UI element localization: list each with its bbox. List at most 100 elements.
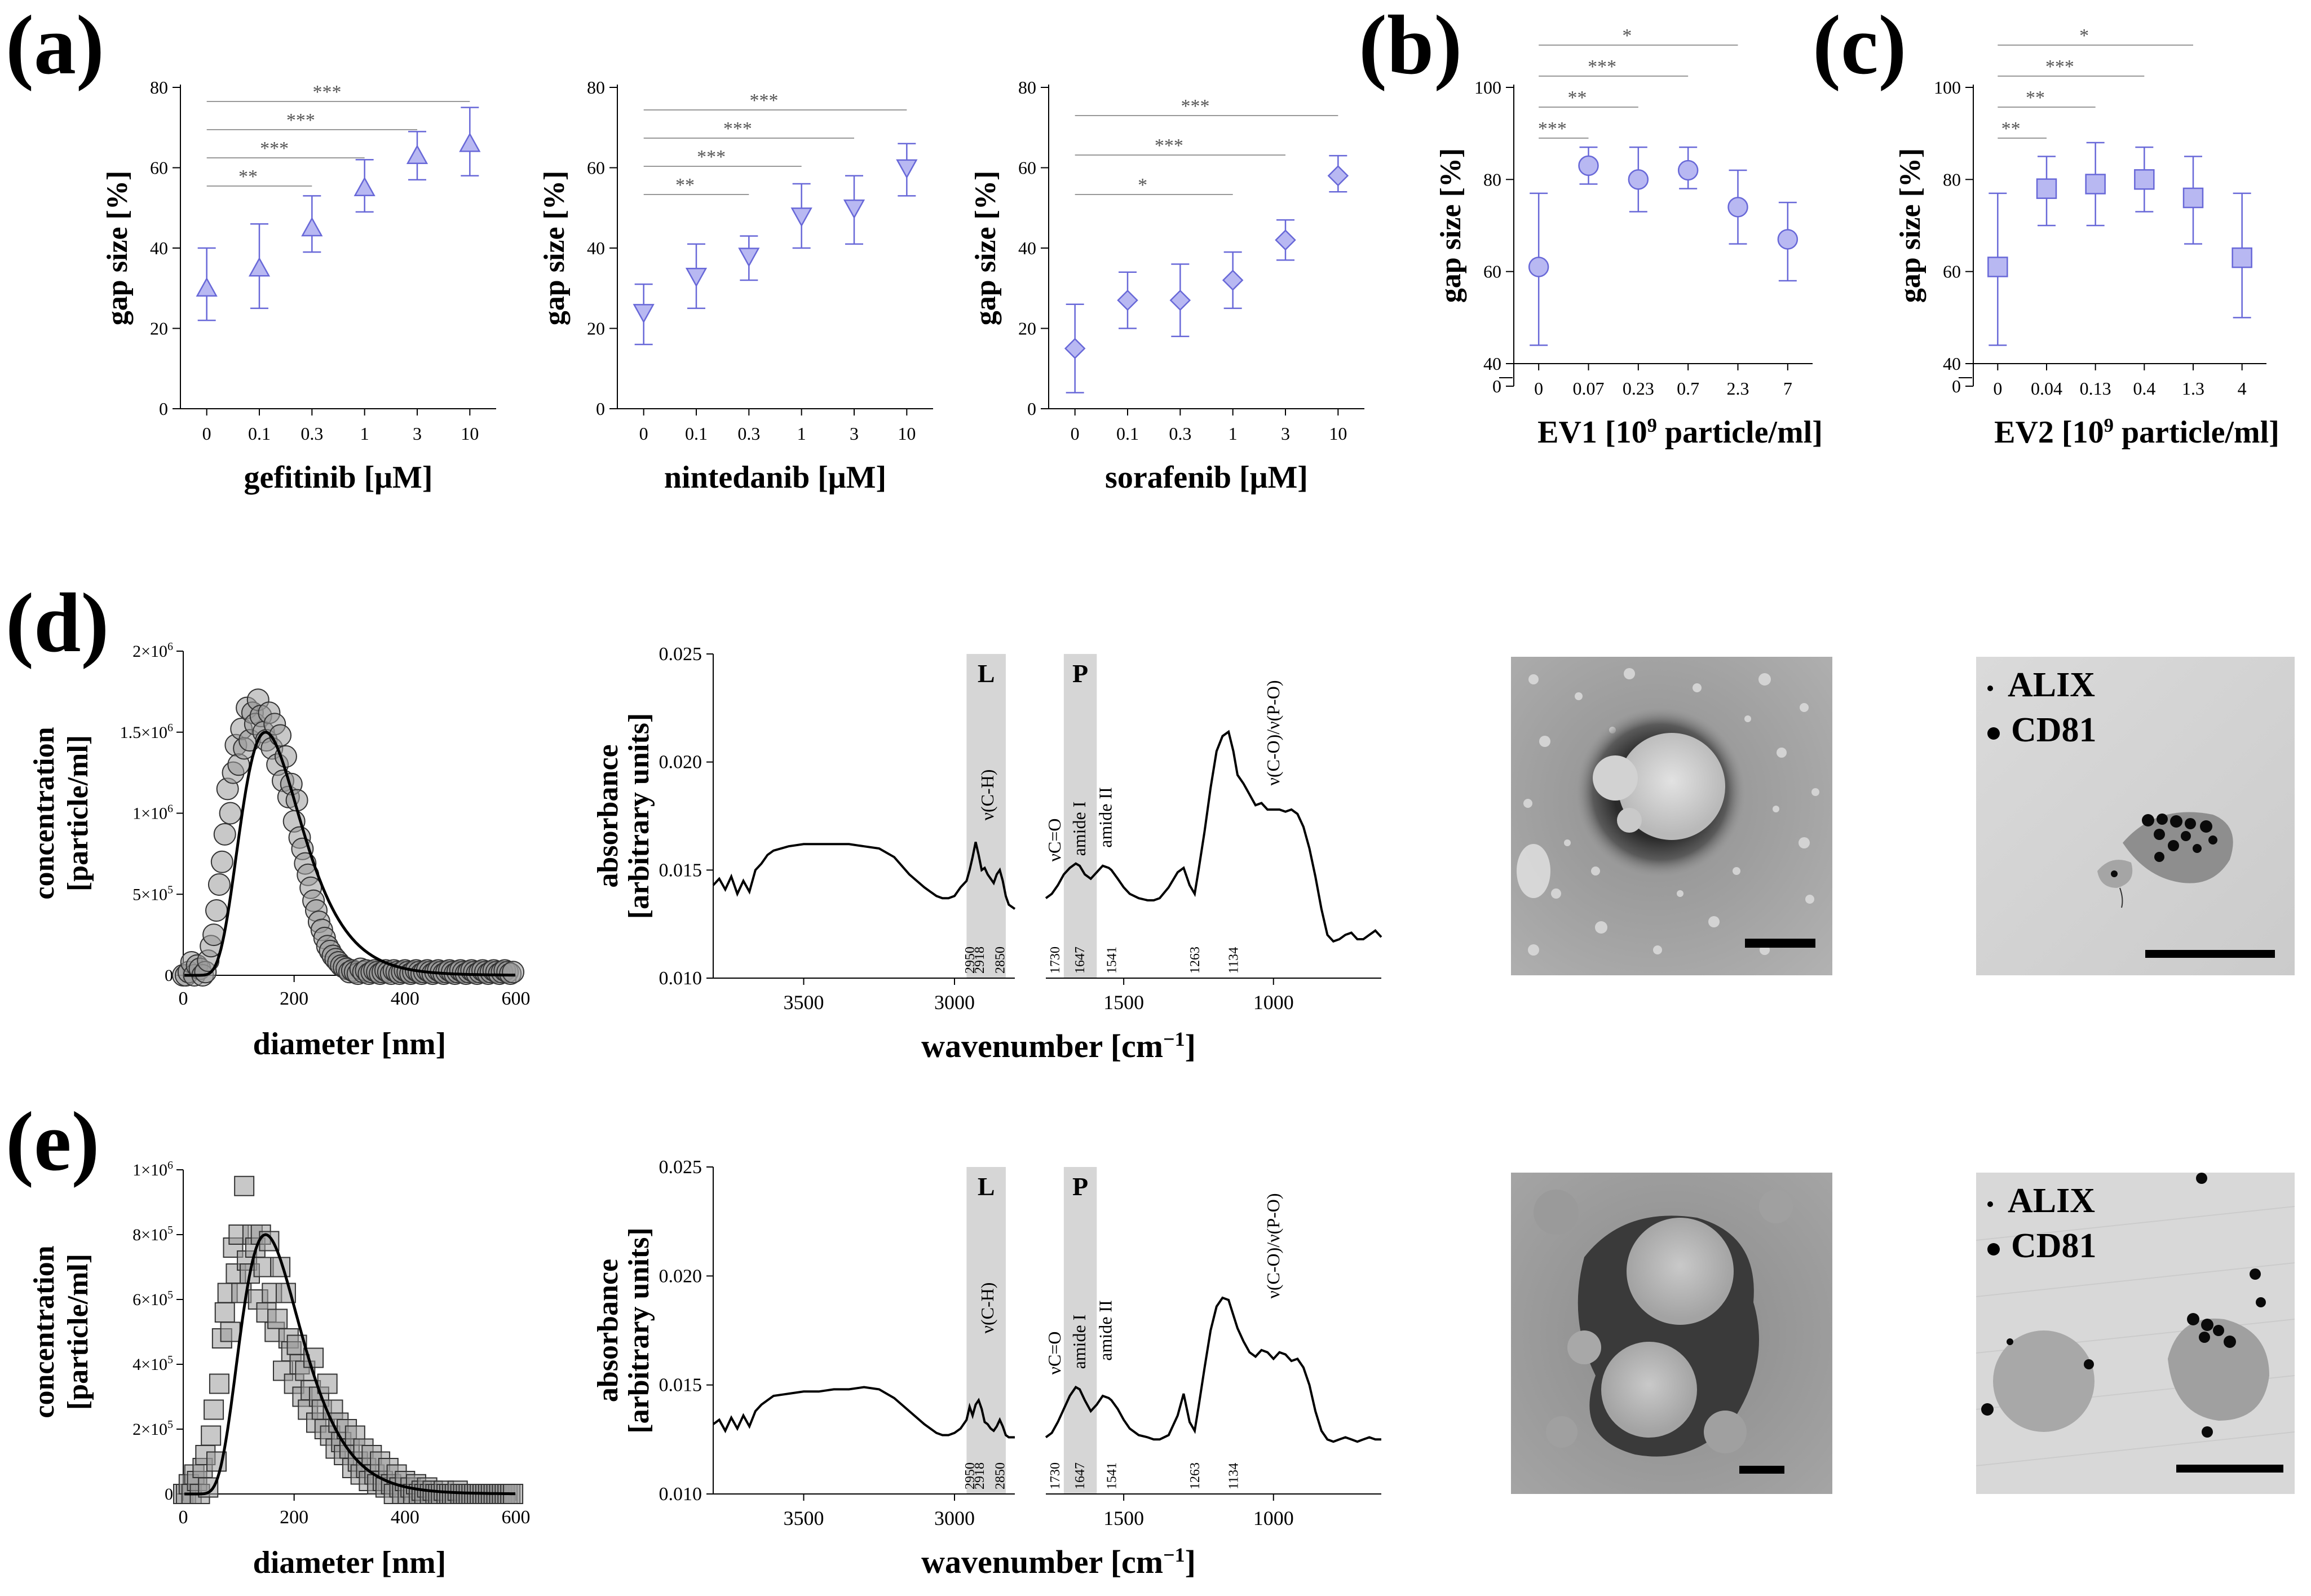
d_ftir-peak-label: 1263 xyxy=(1188,947,1203,974)
a2-x-tick-label: 0.3 xyxy=(737,423,760,444)
immunogold-image-e: ALIX CD81 xyxy=(1976,1173,2295,1494)
e_size-fit-curve xyxy=(184,1233,515,1496)
tem-image-e xyxy=(1511,1173,1832,1494)
panel-label-e: (e) xyxy=(6,1095,99,1188)
a2-significance-label: ** xyxy=(675,175,695,196)
c-y-tick-label: 60 xyxy=(1943,262,1961,282)
b-x-tick-label: 0.23 xyxy=(1623,378,1654,399)
d_ftir-peak-label: 2850 xyxy=(993,947,1008,974)
b-x-tick-label: 0.7 xyxy=(1677,378,1699,399)
d_size-y-tick-label: 1.5×106 xyxy=(120,722,173,742)
e_size-data-point xyxy=(204,1399,224,1420)
c-significance-label: ** xyxy=(2001,118,2021,139)
b-y-tick-label: 60 xyxy=(1483,262,1501,282)
d_ftir-peak-label: 2918 xyxy=(973,947,987,974)
e_ftir-y-tick-label: 0.010 xyxy=(659,1484,702,1505)
c-significance-label: ** xyxy=(2026,87,2045,108)
b-x-tick-label: 2.3 xyxy=(1727,378,1749,399)
a1-data-point xyxy=(196,277,218,297)
a2-significance-label: *** xyxy=(750,90,779,111)
e_ftir-y-tick-label: 0.015 xyxy=(659,1375,702,1396)
a3-y-tick-label: 40 xyxy=(1018,238,1036,258)
b-significance-label: ** xyxy=(1568,87,1587,108)
a1-x-tick-label: 10 xyxy=(461,423,479,444)
d_ftir-x-tick-label: 1000 xyxy=(1253,991,1294,1014)
c-data-point xyxy=(2232,247,2252,268)
d_size-data-point xyxy=(213,823,236,846)
a2-y-tick-label: 20 xyxy=(587,319,605,339)
c-significance-label: *** xyxy=(2045,56,2074,77)
a3-y-tick-label: 60 xyxy=(1018,158,1036,178)
cd81-dot-icon xyxy=(1987,1243,2000,1255)
a1-x-tick-label: 0.1 xyxy=(248,423,271,444)
d_ftir-annotation-co: νC=O xyxy=(1044,819,1064,862)
a3-significance-label: *** xyxy=(1155,135,1183,156)
e_ftir-peak-label: 1647 xyxy=(1073,1462,1088,1489)
b-data-point xyxy=(1677,160,1699,181)
e_ftir-x-tick-label: 1000 xyxy=(1253,1507,1294,1529)
c-x-tick-label: 0.04 xyxy=(2031,378,2062,399)
a2-x-tick-label: 0 xyxy=(639,423,648,444)
c-y-label: gap size [%] xyxy=(1894,148,1926,303)
d_ftir-annotation-ch: ν(C-H) xyxy=(977,770,997,821)
b-significance-label: *** xyxy=(1538,118,1567,139)
a2-data-point xyxy=(896,159,918,179)
alix-dot-icon xyxy=(1987,1201,1993,1207)
a3-significance-label: *** xyxy=(1181,96,1210,117)
e_ftir-y-label: absorbance xyxy=(592,1259,624,1402)
e_ftir-x-tick-label: 3500 xyxy=(784,1507,824,1529)
d_size-y-tick-label: 5×105 xyxy=(132,883,173,904)
a1-significance-label: *** xyxy=(286,110,315,131)
e_size-y-tick-label: 0 xyxy=(165,1485,173,1504)
d_size-data-point xyxy=(219,802,242,825)
e_ftir-annotation-co: νC=O xyxy=(1044,1332,1064,1375)
e_ftir-peak-label: 2850 xyxy=(993,1462,1008,1489)
e_ftir-spectrum-ch xyxy=(712,1386,1015,1439)
c-y-tick-label: 100 xyxy=(1934,77,1961,98)
d_ftir-annotation-cop: ν(C-O)/ν(P-O) xyxy=(1263,680,1283,785)
b-data-point xyxy=(1777,229,1799,250)
d_size-fit-curve xyxy=(184,731,515,977)
d_ftir-peak-label: 1541 xyxy=(1104,947,1119,974)
d_ftir-band-P xyxy=(1063,654,1097,978)
e_ftir-peak-label: 1541 xyxy=(1104,1462,1119,1489)
d_size-x-tick-label: 400 xyxy=(391,988,419,1009)
a2-x-tick-label: 0.1 xyxy=(685,423,708,444)
c-y-tick-label: 40 xyxy=(1943,353,1961,374)
c-y-tick-label: 80 xyxy=(1943,169,1961,189)
panel-label-d: (d) xyxy=(6,576,109,670)
e_size-y-label-unit: [particle/ml] xyxy=(62,1254,94,1410)
e_size-x-tick-label: 200 xyxy=(280,1507,308,1528)
a2-x-tick-label: 1 xyxy=(797,423,806,444)
tem-image-d xyxy=(1511,657,1832,975)
e_size-data-point xyxy=(234,1175,255,1196)
e_ftir-band-label: P xyxy=(1072,1172,1088,1201)
e_size-data-point xyxy=(214,1302,235,1323)
a3-data-point xyxy=(1275,229,1296,251)
b-significance-label: * xyxy=(1622,25,1632,46)
a2-significance-label: *** xyxy=(697,147,726,167)
d_ftir-band-L xyxy=(966,654,1006,978)
a3-y-label: gap size [%] xyxy=(970,171,1002,325)
e_size-y-label: concentration xyxy=(28,1245,60,1418)
b-y-tick-label: 0 xyxy=(1492,376,1501,396)
d_ftir-peak-label: 1134 xyxy=(1227,947,1241,974)
c-significance-label: * xyxy=(2079,25,2089,46)
a3-y-tick-label: 0 xyxy=(1027,399,1036,419)
panel-label-a: (a) xyxy=(6,0,104,92)
d_ftir-band-label: L xyxy=(978,659,995,688)
d_ftir-peak-label: 2950 xyxy=(963,947,978,974)
d_size-x-label: diameter [nm] xyxy=(253,1027,447,1062)
c-data-point xyxy=(1987,257,2008,277)
b-x-tick-label: 0.07 xyxy=(1573,378,1605,399)
a2-data-point xyxy=(685,268,708,288)
e_ftir-band-label: L xyxy=(978,1172,995,1201)
immunogold-image-d: ALIX CD81 xyxy=(1976,657,2295,975)
e_size-x-tick-label: 0 xyxy=(179,1507,188,1528)
a3-x-tick-label: 0.3 xyxy=(1169,423,1191,444)
a1-x-tick-label: 0 xyxy=(202,423,211,444)
e_size-data-point xyxy=(209,1373,229,1394)
b-y-tick-label: 40 xyxy=(1483,353,1501,374)
c-data-point xyxy=(2085,174,2106,194)
d_ftir-y-tick-label: 0.015 xyxy=(659,860,702,881)
